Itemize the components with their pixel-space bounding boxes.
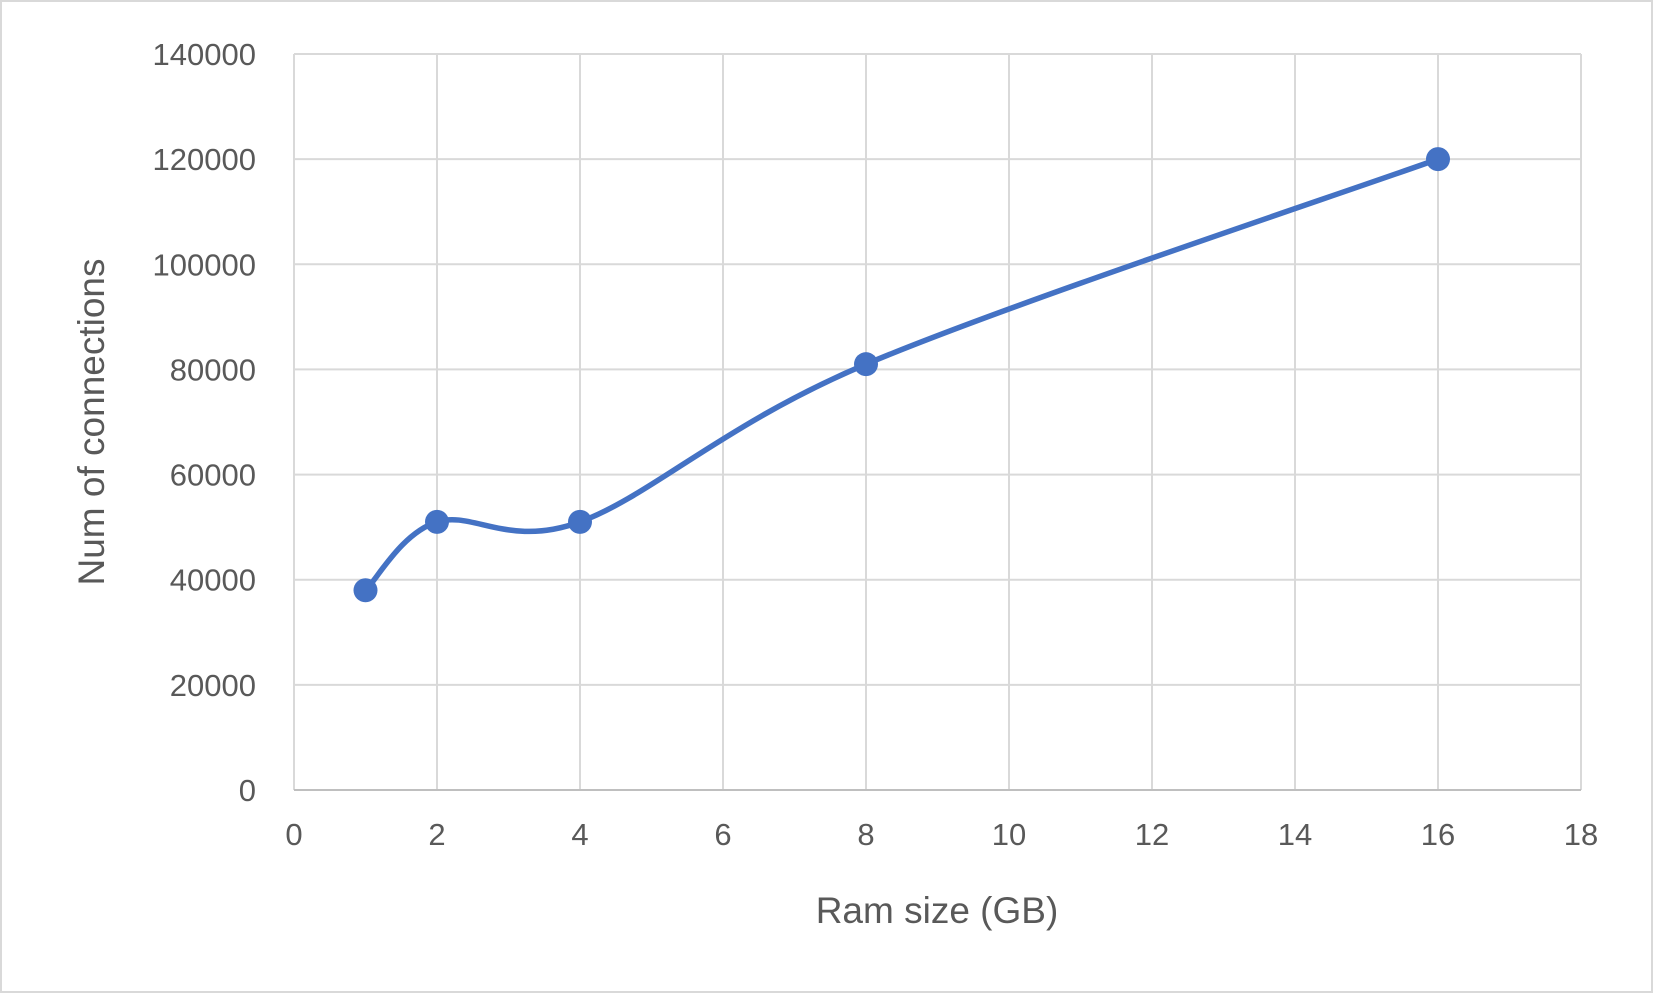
data-point-marker xyxy=(425,509,449,534)
x-tick-label: 4 xyxy=(571,817,588,852)
data-point-marker xyxy=(1426,147,1450,172)
x-tick-label: 18 xyxy=(1564,817,1598,852)
x-axis-title: Ram size (GB) xyxy=(816,890,1059,931)
y-axis-title: Num of connections xyxy=(71,258,112,585)
x-tick-label: 0 xyxy=(285,817,302,852)
y-tick-label: 80000 xyxy=(170,352,256,387)
x-tick-label: 2 xyxy=(428,817,445,852)
x-tick-label: 10 xyxy=(992,817,1026,852)
y-tick-label: 120000 xyxy=(153,142,256,177)
data-point-marker xyxy=(568,509,592,534)
series-layer xyxy=(353,147,1450,603)
data-point-marker xyxy=(854,352,878,377)
y-tick-label: 20000 xyxy=(170,668,256,703)
y-tick-label: 100000 xyxy=(153,247,256,282)
y-tick-label: 140000 xyxy=(153,37,256,72)
data-point-marker xyxy=(353,578,378,603)
y-tick-label: 60000 xyxy=(170,458,256,493)
x-tick-label: 14 xyxy=(1278,817,1312,852)
x-tick-label: 12 xyxy=(1135,817,1169,852)
x-tick-label: 6 xyxy=(714,817,731,852)
tick-labels: 0 2 4 6 8 10 12 14 16 18 0 20000 40000 60000 80000 1000… xyxy=(153,37,1599,852)
y-tick-label: 40000 xyxy=(170,563,256,598)
x-tick-label: 8 xyxy=(857,817,874,852)
y-tick-label: 0 xyxy=(239,773,256,808)
x-tick-label: 16 xyxy=(1421,817,1455,852)
series-line xyxy=(362,156,1441,593)
gridlines xyxy=(293,53,1582,791)
